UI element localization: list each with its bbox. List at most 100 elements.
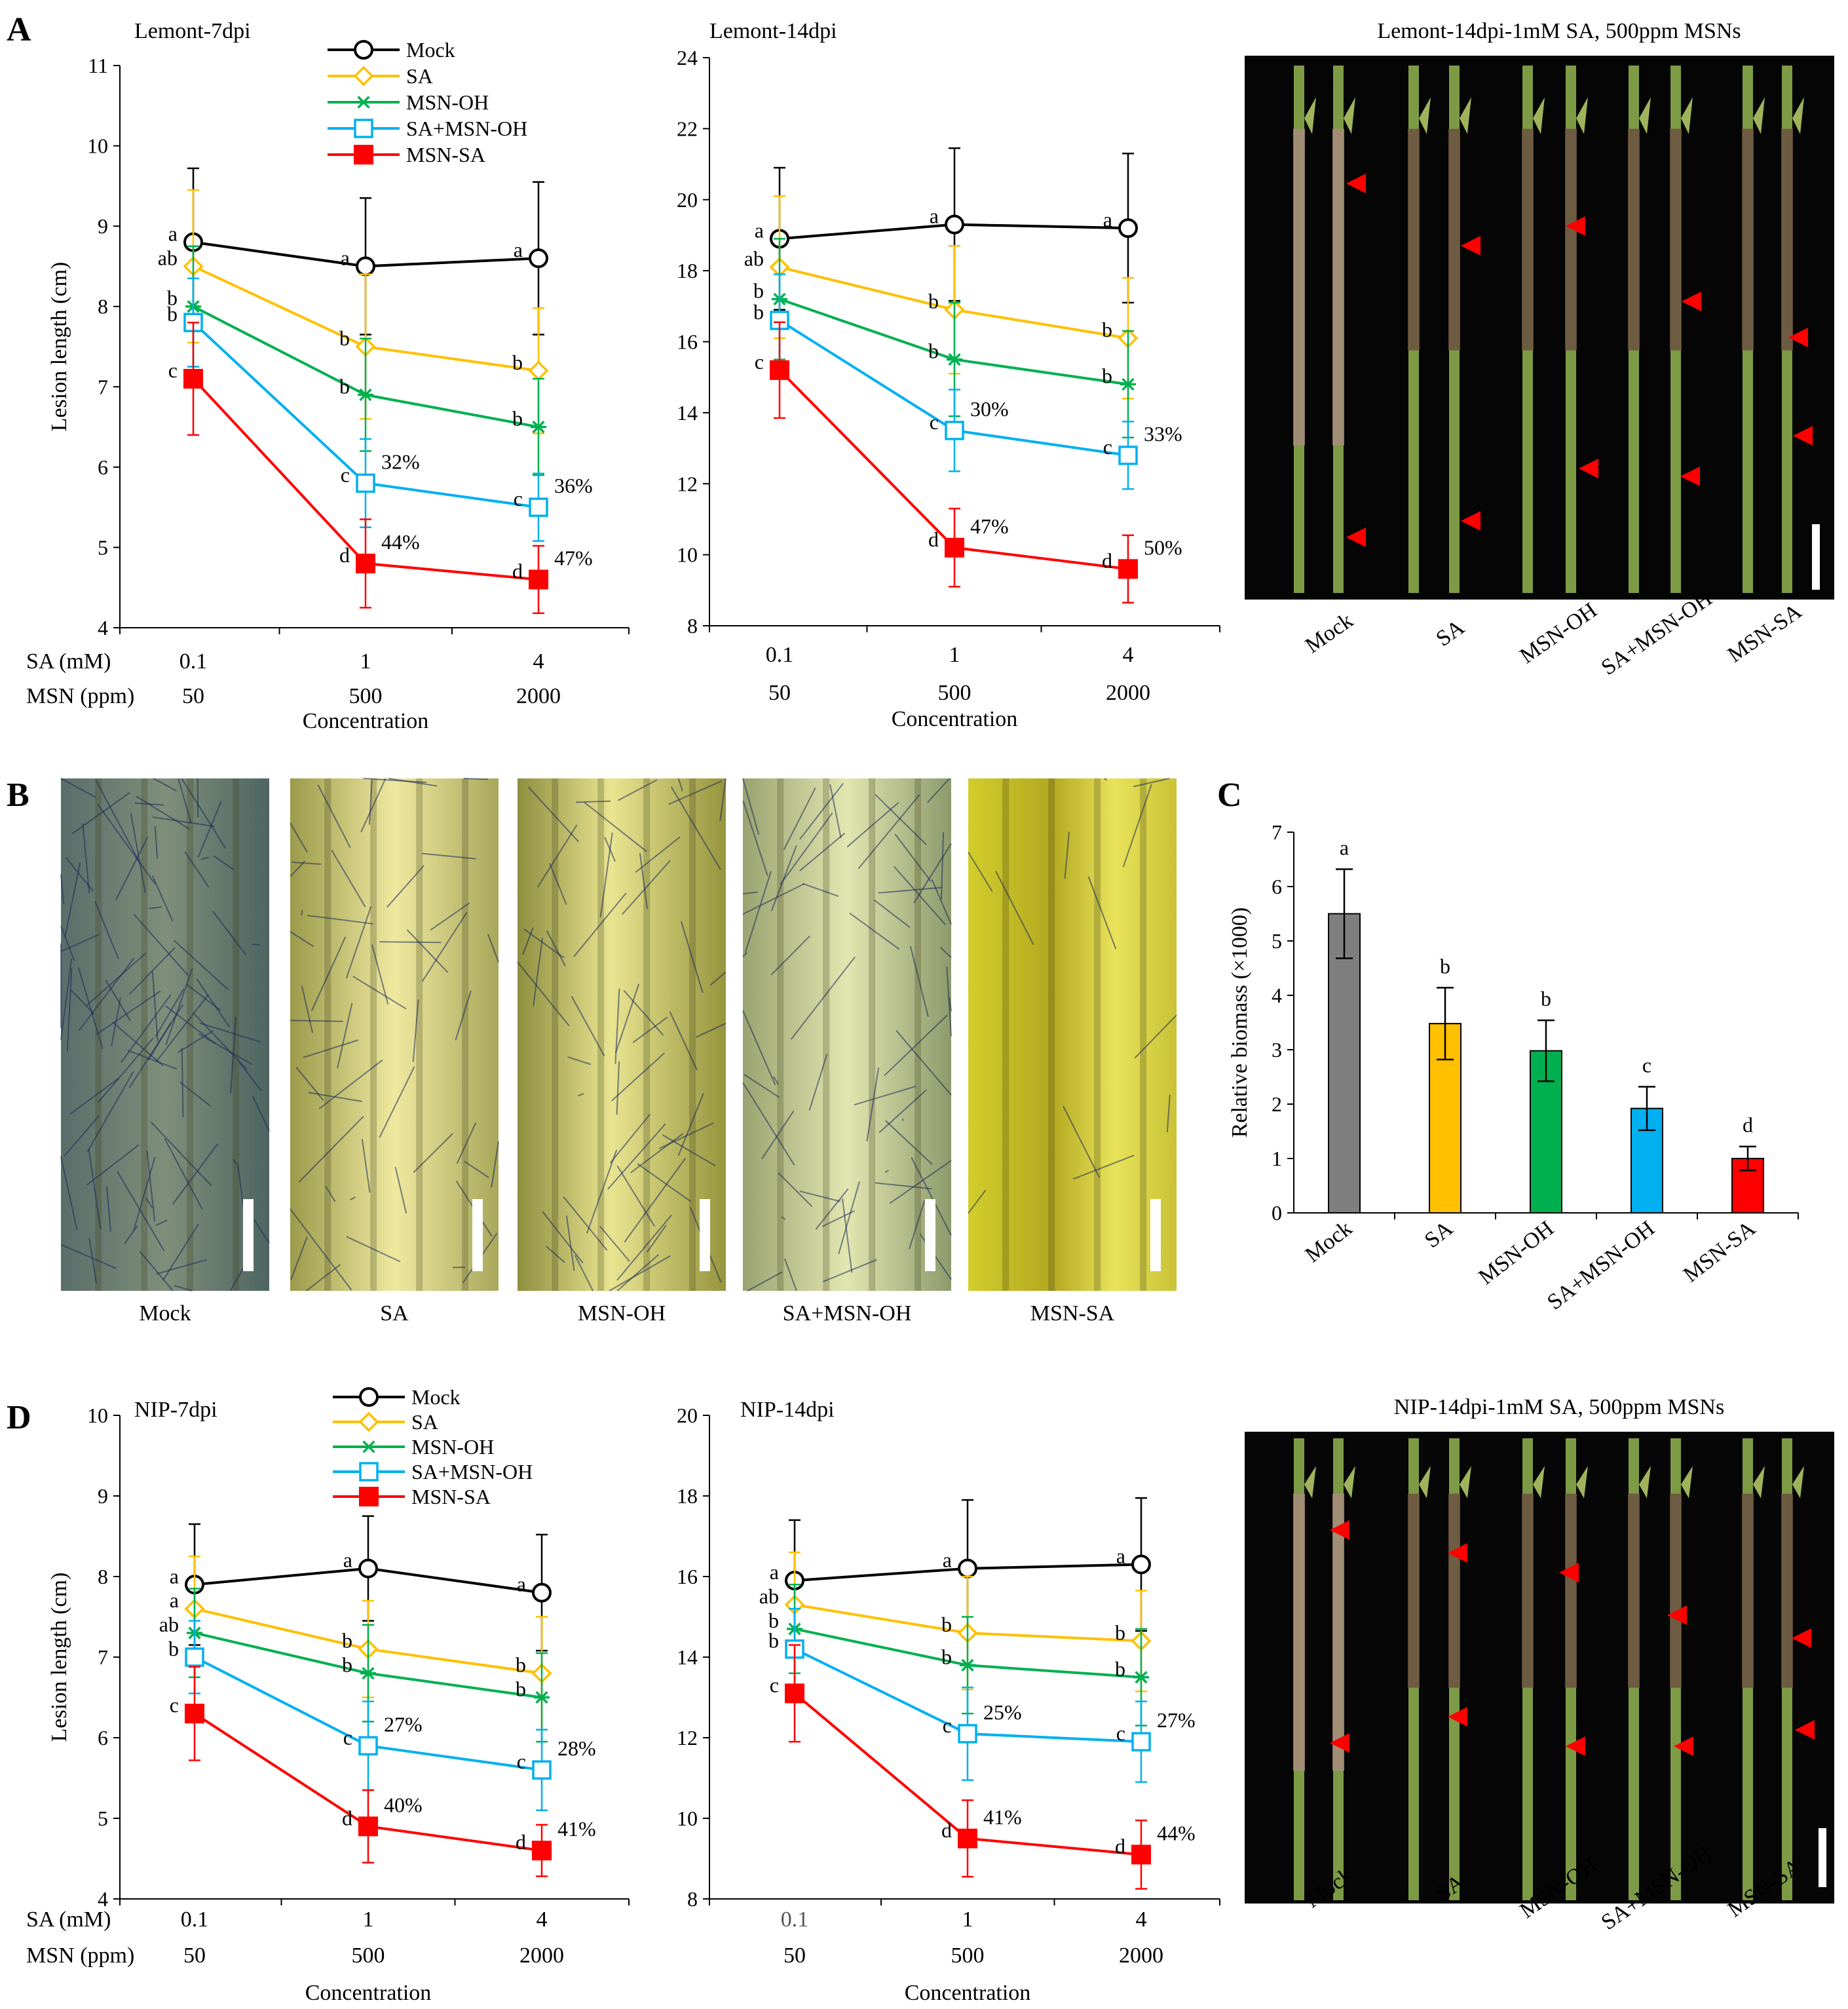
- hypha: [995, 871, 1034, 946]
- hypha: [575, 800, 611, 803]
- significance-letter: b: [928, 290, 939, 313]
- hypha: [128, 1004, 184, 1089]
- asterisk-stroke: [357, 96, 370, 109]
- lesion: [1332, 128, 1344, 446]
- x-tick-label-msn: 50: [183, 1943, 206, 1968]
- red-arrowhead-icon: [1346, 174, 1366, 193]
- y-tick-label: 20: [677, 1404, 698, 1427]
- hypha: [790, 956, 856, 1040]
- hypha: [1064, 832, 1070, 879]
- red-arrowhead-icon: [1674, 1736, 1693, 1756]
- hypha: [927, 778, 951, 803]
- significance-letter: c: [1103, 435, 1112, 459]
- legend-label: SA+MSN-OH: [406, 117, 527, 140]
- legend-label: Mock: [411, 1385, 461, 1409]
- significance-letter: b: [339, 375, 350, 398]
- red-arrowhead-icon: [1448, 1707, 1467, 1727]
- data-point: [183, 369, 203, 389]
- scale-bar: [1150, 1199, 1161, 1271]
- hypha: [253, 1219, 270, 1244]
- significance-letter: c: [517, 1750, 526, 1773]
- hypha: [616, 1061, 620, 1115]
- leaf-sheath: [1681, 1466, 1693, 1499]
- percent-reduction-label: 50%: [1144, 535, 1182, 559]
- photo-nip-stems: NIP-14dpi-1mM SA, 500ppm MSNs Mock SA MSN-…: [1245, 1395, 1834, 1935]
- significance-letter: b: [342, 1653, 352, 1677]
- hypha: [94, 900, 119, 960]
- hypha: [815, 1188, 849, 1231]
- hypha: [909, 946, 929, 1017]
- lesion: [1408, 128, 1420, 351]
- significance-letter: c: [930, 410, 939, 434]
- lesion: [1293, 128, 1305, 446]
- hypha: [85, 952, 147, 1007]
- hypha: [889, 1160, 952, 1204]
- hypha: [670, 786, 721, 870]
- sa-row-label: SA (mM): [26, 649, 111, 674]
- percent-reduction-label: 47%: [554, 546, 593, 569]
- micrograph: MSN-OH: [517, 778, 726, 1326]
- percent-reduction-label: 28%: [557, 1736, 596, 1760]
- data-point: [1118, 559, 1138, 579]
- hypha: [646, 1225, 667, 1253]
- significance-letter: b: [342, 1629, 352, 1653]
- x-axis-label: Concentration: [305, 1981, 432, 2005]
- series-msn-sa: c d 47% d 50%: [755, 321, 1182, 604]
- legend-label: SA+MSN-OH: [411, 1460, 533, 1483]
- red-arrowhead-icon: [1788, 328, 1808, 347]
- micrograph-background: [290, 778, 499, 1291]
- micrograph: MSN-SA: [968, 778, 1177, 1326]
- legend-item: SA+MSN-OH: [333, 1460, 533, 1483]
- legend-item: MSN-OH: [328, 90, 489, 114]
- stem-label: Mock: [1301, 608, 1357, 658]
- hypha: [337, 1003, 353, 1069]
- significance-letter: c: [770, 1673, 779, 1696]
- red-arrowhead-icon: [1461, 511, 1480, 531]
- red-arrowhead-icon: [1448, 1543, 1467, 1563]
- stem: [1565, 1438, 1588, 1900]
- hypha: [885, 1120, 933, 1165]
- hypha: [677, 778, 683, 792]
- hypha: [156, 1259, 208, 1275]
- hypha: [292, 861, 322, 865]
- red-arrowhead-icon: [1667, 1605, 1687, 1625]
- scale-bar: [243, 1199, 254, 1271]
- lesion: [1448, 1493, 1460, 1688]
- msn-row-label: MSN (ppm): [26, 684, 134, 708]
- x-tick-label-sa: 0.1: [766, 643, 794, 667]
- significance-letter: a: [770, 1560, 779, 1584]
- legend-item: Mock: [328, 38, 455, 62]
- leaf-sheath: [1753, 97, 1765, 134]
- lesion: [1781, 1493, 1793, 1688]
- series-sa-msn-oh: b c 27% c 28%: [168, 1620, 596, 1811]
- lesion: [1565, 128, 1577, 351]
- hypha: [878, 1089, 927, 1134]
- hypha: [946, 966, 952, 1037]
- y-axis-label: Lesion length (cm): [47, 262, 71, 432]
- hypha: [586, 1149, 618, 1234]
- y-tick-label: 8: [687, 614, 698, 638]
- hypha: [658, 1122, 714, 1149]
- x-tick-label-sa: 0.1: [181, 1907, 209, 1932]
- hypha: [669, 1011, 698, 1071]
- y-tick-label: 18: [677, 259, 698, 282]
- hypha: [139, 1250, 174, 1292]
- hypha: [173, 940, 229, 990]
- lesion: [1742, 128, 1754, 351]
- stem: [1448, 66, 1471, 593]
- hypha: [931, 879, 952, 925]
- x-tick-label-sa: 1: [360, 649, 371, 674]
- hypha: [152, 816, 215, 828]
- diamond-icon: [358, 1411, 379, 1432]
- data-point: [532, 1582, 552, 1603]
- hypha: [894, 866, 946, 925]
- series-msn-oh: bbb: [167, 245, 546, 476]
- circle-icon: [354, 40, 373, 60]
- hypha: [387, 865, 424, 908]
- significance-letter: c: [755, 350, 764, 373]
- hypha: [149, 906, 162, 909]
- hypha: [290, 931, 314, 947]
